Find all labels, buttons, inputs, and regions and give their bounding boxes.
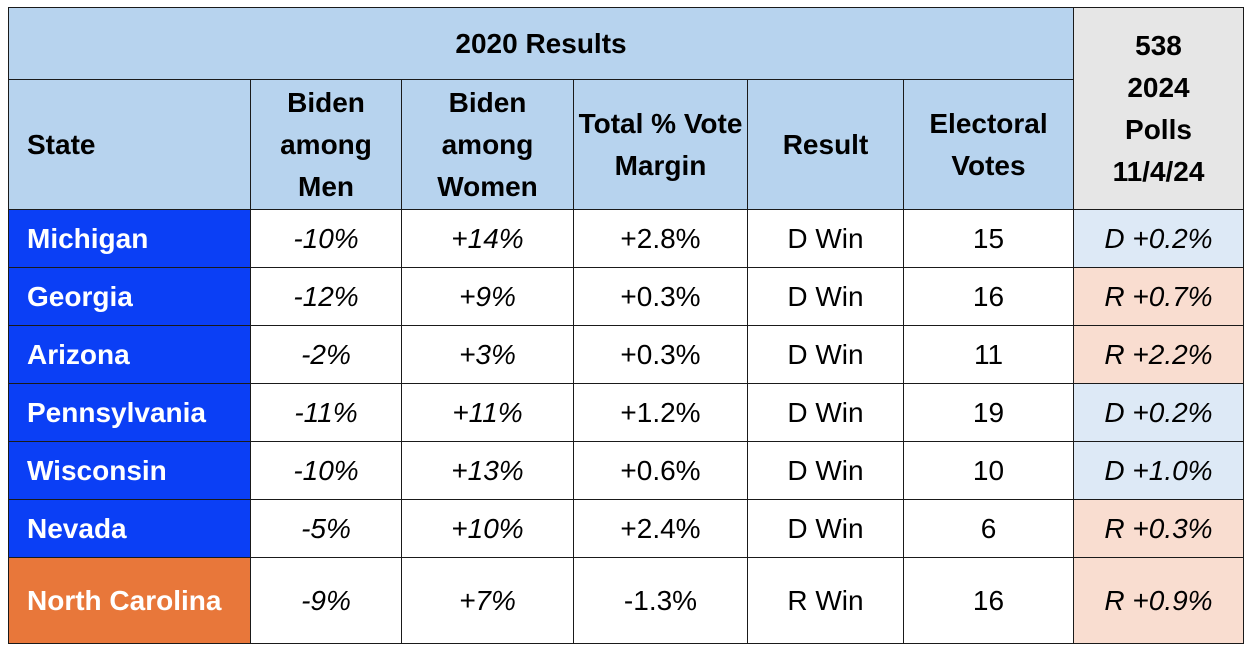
electoral-votes-cell: 16 (903, 267, 1074, 326)
poll-header: 538 2024 Polls 11/4/24 (1073, 7, 1244, 210)
table-row: Nevada -5% +10% +2.4% D Win 6 R +0.3% (8, 499, 1244, 558)
state-cell: Michigan (8, 209, 251, 268)
electoral-votes-cell: 19 (903, 383, 1074, 442)
column-header-state: State (8, 79, 251, 210)
state-cell: Pennsylvania (8, 383, 251, 442)
biden-women-cell: +10% (401, 499, 574, 558)
biden-men-cell: -12% (250, 267, 402, 326)
vote-margin-cell: +0.3% (573, 267, 748, 326)
biden-men-cell: -9% (250, 557, 402, 644)
column-header-biden-women: Biden among Women (401, 79, 574, 210)
vote-margin-cell: +1.2% (573, 383, 748, 442)
biden-women-cell: +14% (401, 209, 574, 268)
column-header-biden-men: Biden among Men (250, 79, 402, 210)
table-row: Arizona -2% +3% +0.3% D Win 11 R +2.2% (8, 325, 1244, 384)
state-cell: Wisconsin (8, 441, 251, 500)
column-header-vote-margin: Total % Vote Margin (573, 79, 748, 210)
biden-women-cell: +13% (401, 441, 574, 500)
biden-women-cell: +9% (401, 267, 574, 326)
electoral-votes-cell: 15 (903, 209, 1074, 268)
vote-margin-cell: -1.3% (573, 557, 748, 644)
result-cell: D Win (747, 441, 904, 500)
table-row: Michigan -10% +14% +2.8% D Win 15 D +0.2% (8, 209, 1244, 268)
result-cell: R Win (747, 557, 904, 644)
biden-men-cell: -11% (250, 383, 402, 442)
result-cell: D Win (747, 267, 904, 326)
electoral-votes-cell: 6 (903, 499, 1074, 558)
table-row: North Carolina -9% +7% -1.3% R Win 16 R +0.9% (8, 557, 1244, 644)
state-cell: North Carolina (8, 557, 251, 644)
column-header-result: Result (747, 79, 904, 210)
poll-cell: D +0.2% (1073, 383, 1244, 442)
poll-cell: D +0.2% (1073, 209, 1244, 268)
poll-cell: D +1.0% (1073, 441, 1244, 500)
result-cell: D Win (747, 383, 904, 442)
vote-margin-cell: +2.4% (573, 499, 748, 558)
biden-men-cell: -5% (250, 499, 402, 558)
biden-women-cell: +11% (401, 383, 574, 442)
poll-cell: R +0.9% (1073, 557, 1244, 644)
biden-men-cell: -10% (250, 209, 402, 268)
electoral-votes-cell: 16 (903, 557, 1074, 644)
table-row: Wisconsin -10% +13% +0.6% D Win 10 D +1.0% (8, 441, 1244, 500)
poll-cell: R +0.7% (1073, 267, 1244, 326)
state-cell: Arizona (8, 325, 251, 384)
electoral-votes-cell: 11 (903, 325, 1074, 384)
biden-men-cell: -2% (250, 325, 402, 384)
biden-men-cell: -10% (250, 441, 402, 500)
table-row: Georgia -12% +9% +0.3% D Win 16 R +0.7% (8, 267, 1244, 326)
biden-women-cell: +7% (401, 557, 574, 644)
table-body: Michigan -10% +14% +2.8% D Win 15 D +0.2% Georg… (8, 209, 1244, 644)
electoral-votes-cell: 10 (903, 441, 1074, 500)
result-cell: D Win (747, 209, 904, 268)
vote-margin-cell: +0.3% (573, 325, 748, 384)
vote-margin-cell: +0.6% (573, 441, 748, 500)
state-cell: Nevada (8, 499, 251, 558)
result-cell: D Win (747, 325, 904, 384)
poll-cell: R +2.2% (1073, 325, 1244, 384)
poll-cell: R +0.3% (1073, 499, 1244, 558)
result-cell: D Win (747, 499, 904, 558)
vote-margin-cell: +2.8% (573, 209, 748, 268)
column-header-electoral-votes: Electoral Votes (903, 79, 1074, 210)
state-cell: Georgia (8, 267, 251, 326)
table-row: Pennsylvania -11% +11% +1.2% D Win 19 D +0.2% (8, 383, 1244, 442)
results-table: 2020 Results 538 2024 Polls 11/4/24 Stat… (8, 7, 1244, 644)
group-header: 2020 Results (8, 7, 1074, 80)
biden-women-cell: +3% (401, 325, 574, 384)
